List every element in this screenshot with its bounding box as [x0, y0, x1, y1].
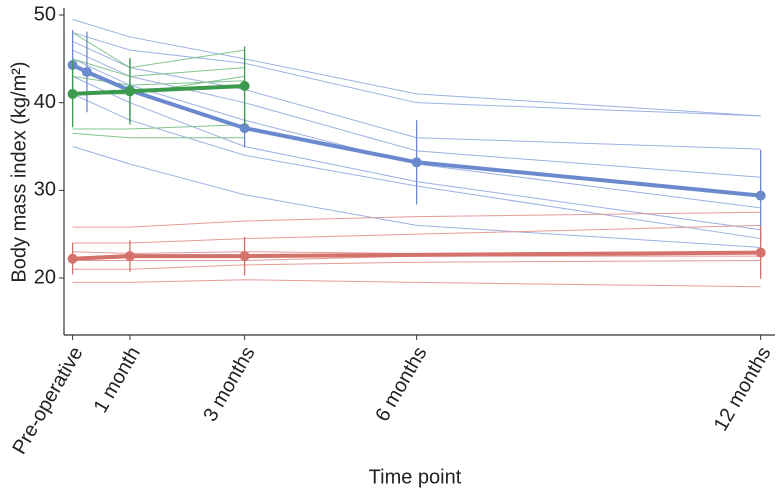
mean-point	[755, 247, 766, 258]
x-axis-title: Time point	[369, 466, 462, 488]
mean-point	[67, 253, 78, 264]
y-tick-label: 30	[34, 179, 56, 201]
mean-point	[411, 157, 422, 168]
x-tick-label: 1 month	[90, 343, 145, 417]
x-tick-label: 12 months	[710, 343, 776, 435]
y-tick-label: 50	[34, 3, 56, 25]
individual-line	[72, 124, 245, 130]
mean-point	[124, 251, 135, 262]
x-tick-label: Pre-operative	[8, 343, 87, 458]
mean-point	[81, 66, 92, 77]
individual-line	[72, 279, 761, 288]
mean-point	[239, 251, 250, 262]
x-tick-label: 6 months	[371, 343, 431, 425]
mean-point	[67, 88, 78, 99]
individual-line	[72, 132, 245, 139]
y-tick-label: 40	[34, 91, 56, 113]
individual-line	[72, 259, 761, 270]
mean-point	[239, 81, 250, 92]
mean-line	[72, 250, 761, 261]
mean-point	[755, 190, 766, 201]
y-axis-title: Body mass index (kg/m²)	[8, 61, 30, 282]
y-tick-label: 20	[34, 266, 56, 288]
individual-line	[72, 32, 761, 117]
x-tick-label: 3 months	[199, 343, 259, 425]
individual-line	[72, 18, 761, 117]
mean-point	[124, 86, 135, 97]
mean-line	[72, 84, 245, 96]
individual-line	[72, 146, 761, 248]
individual-line	[72, 211, 761, 228]
individual-line	[72, 93, 761, 240]
mean-point	[239, 123, 250, 134]
